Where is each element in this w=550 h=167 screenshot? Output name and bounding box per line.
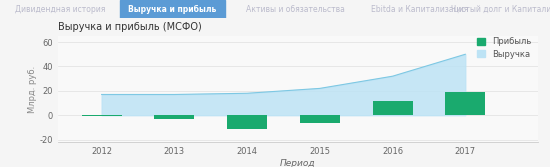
Y-axis label: Млрд. руб.: Млрд. руб. bbox=[28, 65, 37, 113]
Text: Выручка и прибыль (МСФО): Выручка и прибыль (МСФО) bbox=[58, 22, 202, 32]
Bar bbox=[227, 115, 267, 129]
Bar bbox=[81, 115, 122, 116]
Bar bbox=[372, 101, 412, 115]
Bar bbox=[120, 0, 225, 18]
Bar bbox=[446, 92, 485, 115]
Bar bbox=[155, 115, 194, 119]
Text: Дивидендная история: Дивидендная история bbox=[15, 5, 105, 14]
X-axis label: Период: Период bbox=[280, 159, 316, 167]
Bar bbox=[300, 115, 340, 123]
Text: Активы и обязательства: Активы и обязательства bbox=[245, 5, 344, 14]
Legend: Прибыль, Выручка: Прибыль, Выручка bbox=[475, 35, 534, 61]
Text: Чистый долг и Капитализация: Чистый долг и Капитализация bbox=[450, 5, 550, 14]
Text: Ebitda и Капитализация: Ebitda и Капитализация bbox=[371, 5, 469, 14]
Text: Выручка и прибыль: Выручка и прибыль bbox=[128, 5, 217, 14]
